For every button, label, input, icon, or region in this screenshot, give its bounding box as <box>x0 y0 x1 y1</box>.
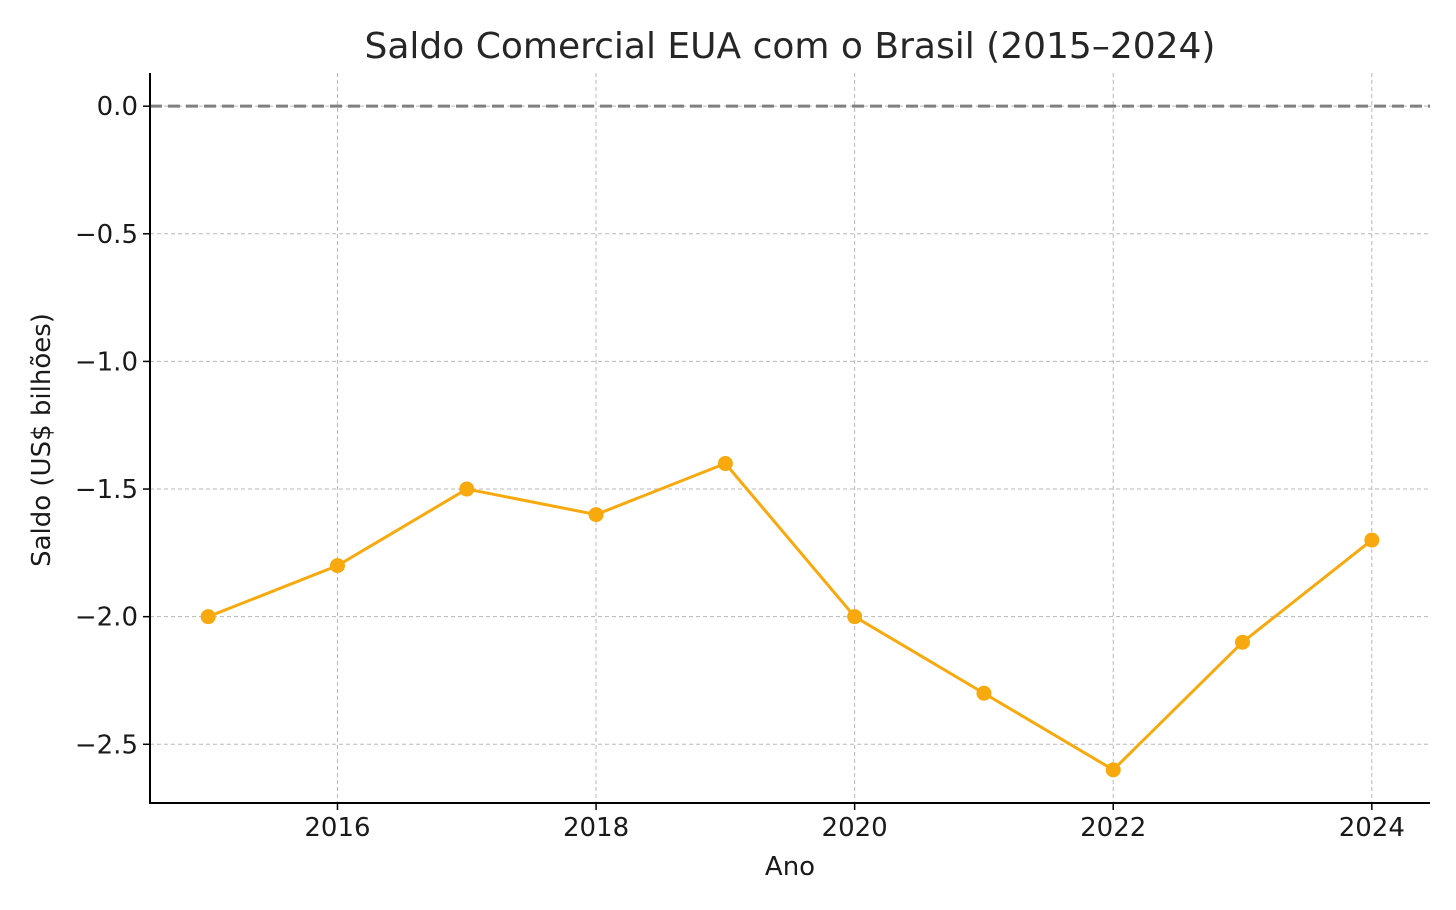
x-tick-label-1: 2018 <box>563 813 629 843</box>
y-axis-title: Saldo (US$ bilhões) <box>27 313 57 567</box>
x-tick-label-3: 2022 <box>1080 813 1146 843</box>
x-tick-label-0: 2016 <box>304 813 370 843</box>
x-tick-label-2: 2020 <box>822 813 888 843</box>
x-axis-title: Ano <box>765 852 815 882</box>
y-tick-label-3: −1.5 <box>75 475 138 505</box>
data-point-2019 <box>717 456 733 472</box>
y-tick-label-2: −1.0 <box>75 347 138 377</box>
chart-title: Saldo Comercial EUA com o Brasil (2015–2… <box>365 26 1216 67</box>
series-layer <box>200 456 1380 778</box>
data-point-2017 <box>459 481 475 497</box>
data-point-2024 <box>1364 532 1380 548</box>
data-point-2020 <box>847 609 863 625</box>
data-point-2015 <box>200 609 216 625</box>
data-point-2022 <box>1105 762 1121 778</box>
data-point-2016 <box>329 558 345 574</box>
y-tick-label-4: −2.0 <box>75 603 138 633</box>
axes-layer <box>149 73 1430 804</box>
data-point-2021 <box>976 685 992 701</box>
ticks-layer: 2016 2018 2020 2022 2024 0.0 −0.5 −1.0 −1.5 −2.0 −… <box>75 92 1405 843</box>
data-point-2023 <box>1235 634 1251 650</box>
y-tick-label-1: −0.5 <box>75 220 138 250</box>
grid-layer <box>150 73 1430 803</box>
x-tick-label-4: 2024 <box>1339 813 1405 843</box>
y-tick-label-0: 0.0 <box>97 92 138 122</box>
data-point-2018 <box>588 507 604 523</box>
y-tick-label-5: −2.5 <box>75 730 138 760</box>
series-line-0 <box>206 462 1374 772</box>
